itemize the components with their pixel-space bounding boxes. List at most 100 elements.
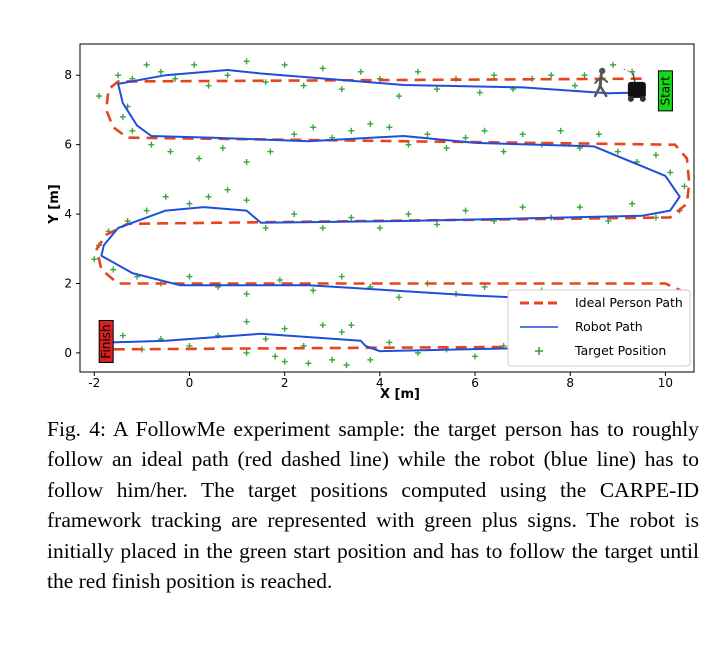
target-position-point <box>348 214 355 221</box>
target-position-point <box>696 197 702 203</box>
target-position-point <box>386 339 393 346</box>
target-position-point <box>519 204 526 211</box>
target-position-point <box>167 148 174 155</box>
target-position-point <box>652 152 659 159</box>
target-position-point <box>338 86 345 93</box>
robot-icon <box>622 68 646 102</box>
target-position-point <box>462 207 469 214</box>
target-position-point <box>319 224 326 231</box>
y-tick-label: 0 <box>64 346 72 360</box>
target-position-point <box>329 356 336 363</box>
target-position-point <box>162 193 169 200</box>
target-position-point <box>291 211 298 218</box>
target-position-point <box>581 72 588 79</box>
target-position-point <box>300 82 307 89</box>
target-position-point <box>576 204 583 211</box>
legend-box <box>507 289 691 367</box>
target-position-point <box>557 127 564 134</box>
target-position-point <box>472 353 479 360</box>
target-position-point <box>367 120 374 127</box>
target-position-point <box>219 145 226 152</box>
target-position-point <box>629 68 636 75</box>
x-tick-label: 8 <box>566 376 574 390</box>
target-position-point <box>276 277 283 284</box>
target-position-point <box>129 127 136 134</box>
x-tick-label: 4 <box>376 376 384 390</box>
target-position-point <box>267 148 274 155</box>
target-position-point <box>500 148 507 155</box>
target-position-point <box>367 356 374 363</box>
finish-label: Finish <box>99 324 113 358</box>
target-position-point <box>443 145 450 152</box>
target-position-point <box>433 86 440 93</box>
y-axis-label: Y [m] <box>47 184 62 224</box>
target-position-point <box>224 72 231 79</box>
target-position-point <box>629 200 636 207</box>
target-position-point <box>310 287 317 294</box>
target-position-point <box>348 127 355 134</box>
x-tick-label: -2 <box>88 376 100 390</box>
target-position-point <box>91 256 98 263</box>
legend-target-position-label: Target Position <box>574 343 666 358</box>
target-position-point <box>143 61 150 68</box>
target-position-point <box>357 68 364 75</box>
target-position-point <box>262 224 269 231</box>
target-position-point <box>243 290 250 297</box>
target-position-point <box>96 93 103 100</box>
target-position-point <box>115 72 122 79</box>
target-position-point <box>224 186 231 193</box>
target-position-point <box>281 61 288 68</box>
target-position-point <box>376 224 383 231</box>
target-position-point <box>595 131 602 138</box>
start-label: Start <box>658 76 672 106</box>
target-position-point <box>148 141 155 148</box>
target-position-point <box>519 131 526 138</box>
legend: Ideal Person Path Robot Path Target Posi… <box>507 289 691 367</box>
x-tick-label: 0 <box>186 376 194 390</box>
target-position-point <box>338 329 345 336</box>
target-position-point <box>186 273 193 280</box>
target-position-point <box>667 169 674 176</box>
target-position-point <box>319 322 326 329</box>
target-position-point <box>291 131 298 138</box>
target-position-point <box>195 155 202 162</box>
plot-area: Start Finish <box>79 43 702 373</box>
target-position-point <box>491 72 498 79</box>
target-position-point <box>405 211 412 218</box>
target-position-point <box>348 322 355 329</box>
target-position-point <box>610 61 617 68</box>
y-tick-label: 6 <box>64 138 72 152</box>
target-position-point <box>614 148 621 155</box>
target-position-point <box>205 82 212 89</box>
target-position-point <box>414 68 421 75</box>
legend-target-position-swatch <box>535 347 543 355</box>
legend-ideal-path-label: Ideal Person Path <box>575 295 683 310</box>
target-position-point <box>243 58 250 65</box>
target-position-point <box>262 79 269 86</box>
target-position-point <box>281 325 288 332</box>
target-position-point <box>243 349 250 356</box>
figure-caption: Fig. 4: A FollowMe experiment sample: th… <box>47 417 699 594</box>
target-position-point <box>386 124 393 131</box>
target-position-point <box>405 141 412 148</box>
target-position-point <box>476 89 483 96</box>
target-position-point <box>681 183 688 190</box>
target-position-point <box>243 197 250 204</box>
target-position-point <box>157 68 164 75</box>
target-position-point <box>481 127 488 134</box>
followme-trajectory-plot: Start Finish -2 0 2 4 6 8 10 0 2 4 6 8 X [m] Y [m] I… <box>47 43 702 402</box>
x-tick-label: 10 <box>658 376 673 390</box>
target-position-point <box>310 124 317 131</box>
target-position-point <box>191 61 198 68</box>
y-tick-label: 4 <box>64 207 72 221</box>
target-position-point <box>548 72 555 79</box>
target-position-point <box>243 159 250 166</box>
target-position-point <box>343 362 350 369</box>
target-position-point <box>119 113 126 120</box>
x-axis-label: X [m] <box>380 387 420 402</box>
target-position-point <box>319 65 326 72</box>
finish-marker: Finish <box>98 319 114 363</box>
y-tick-label: 8 <box>64 68 72 82</box>
target-position-point <box>143 207 150 214</box>
target-position-point <box>262 336 269 343</box>
